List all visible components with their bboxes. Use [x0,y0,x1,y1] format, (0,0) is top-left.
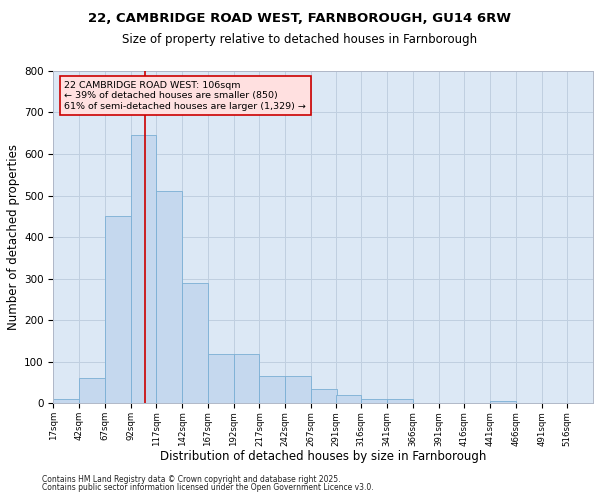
Bar [53,399,79,404]
Bar [105,216,131,404]
Bar [490,402,516,404]
Text: 22, CAMBRIDGE ROAD WEST, FARNBOROUGH, GU14 6RW: 22, CAMBRIDGE ROAD WEST, FARNBOROUGH, GU… [89,12,511,26]
Y-axis label: Number of detached properties: Number of detached properties [7,144,20,330]
Bar [311,389,337,404]
Bar [79,378,105,404]
Bar [259,376,285,404]
Text: Size of property relative to detached houses in Farnborough: Size of property relative to detached ho… [122,32,478,46]
Bar [208,354,233,404]
X-axis label: Distribution of detached houses by size in Farnborough: Distribution of detached houses by size … [160,450,487,463]
Bar [387,399,413,404]
Bar [285,376,311,404]
Bar [182,283,208,404]
Bar [361,399,387,404]
Text: Contains HM Land Registry data © Crown copyright and database right 2025.: Contains HM Land Registry data © Crown c… [42,475,341,484]
Bar [157,192,182,404]
Text: 22 CAMBRIDGE ROAD WEST: 106sqm
← 39% of detached houses are smaller (850)
61% of: 22 CAMBRIDGE ROAD WEST: 106sqm ← 39% of … [64,81,306,110]
Text: Contains public sector information licensed under the Open Government Licence v3: Contains public sector information licen… [42,484,374,492]
Bar [335,395,361,404]
Bar [233,354,259,404]
Bar [131,136,157,404]
